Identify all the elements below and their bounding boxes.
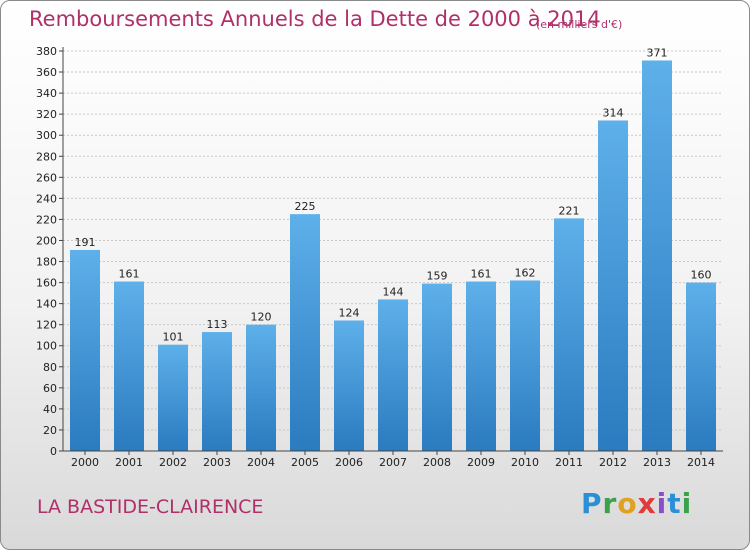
- x-tick-label: 2011: [555, 456, 583, 469]
- bar-value-label: 162: [515, 266, 536, 279]
- x-tick-label: 2000: [71, 456, 99, 469]
- bar-value-label: 221: [559, 204, 580, 217]
- axes: [62, 47, 723, 452]
- y-tick-label: 260: [36, 171, 57, 184]
- bar-value-label: 120: [251, 311, 272, 324]
- bar: [290, 214, 320, 451]
- bar-value-label: 314: [603, 106, 624, 119]
- bar-value-label: 371: [647, 46, 668, 59]
- y-tick-label: 300: [36, 129, 57, 142]
- x-tick-label: 2005: [291, 456, 319, 469]
- bar: [378, 299, 408, 451]
- bar-value-label: 161: [119, 268, 140, 281]
- proxiti-logo: Proxiti: [581, 487, 693, 520]
- bar-value-label: 160: [691, 269, 712, 282]
- bar-value-label: 113: [207, 318, 228, 331]
- bar-value-label: 225: [295, 200, 316, 213]
- bar: [422, 283, 452, 451]
- bar: [598, 120, 628, 451]
- bar: [114, 281, 144, 451]
- bar: [686, 282, 716, 451]
- y-tick-label: 200: [36, 234, 57, 247]
- bar-value-label: 101: [163, 331, 184, 344]
- y-tick-label: 0: [50, 445, 57, 458]
- bar: [642, 60, 672, 451]
- y-tick-label: 360: [36, 66, 57, 79]
- bar: [202, 332, 232, 451]
- x-axis-ticks: 2000 2001 2002 2003 2004 2005 2006 2007 2008 2009…: [71, 451, 715, 469]
- bar: [334, 320, 364, 451]
- y-tick-label: 80: [43, 361, 57, 374]
- x-tick-label: 2002: [159, 456, 187, 469]
- x-tick-label: 2004: [247, 456, 275, 469]
- x-tick-label: 2010: [511, 456, 539, 469]
- bar-value-label: 159: [427, 270, 448, 283]
- y-tick-label: 180: [36, 256, 57, 269]
- x-tick-label: 2013: [643, 456, 671, 469]
- y-tick-label: 340: [36, 87, 57, 100]
- y-tick-label: 120: [36, 319, 57, 332]
- bar-value-label: 144: [383, 285, 404, 298]
- x-tick-label: 2006: [335, 456, 363, 469]
- x-tick-label: 2007: [379, 456, 407, 469]
- bar: [158, 344, 188, 451]
- y-tick-label: 160: [36, 277, 57, 290]
- y-tick-label: 60: [43, 382, 57, 395]
- y-tick-label: 20: [43, 424, 57, 437]
- bar: [554, 218, 584, 451]
- bar: [70, 249, 100, 451]
- bar-value-label: 191: [75, 236, 96, 249]
- y-tick-label: 100: [36, 340, 57, 353]
- value-labels: 191 161 101 113 120 225 124 144 159 161 162 221 314 3…: [75, 46, 712, 343]
- chart-title: Remboursements Annuels de la Dette de 20…: [29, 7, 601, 31]
- y-tick-label: 320: [36, 108, 57, 121]
- bar: [466, 281, 496, 451]
- x-tick-label: 2009: [467, 456, 495, 469]
- y-tick-label: 240: [36, 192, 57, 205]
- x-tick-label: 2014: [687, 456, 715, 469]
- chart-subtitle: (en milliers d'€): [536, 18, 623, 31]
- y-tick-label: 220: [36, 213, 57, 226]
- bar: [510, 280, 540, 451]
- x-tick-label: 2003: [203, 456, 231, 469]
- y-tick-label: 380: [36, 45, 57, 58]
- bar-value-label: 124: [339, 306, 360, 319]
- bar-value-label: 161: [471, 268, 492, 281]
- x-tick-label: 2008: [423, 456, 451, 469]
- y-tick-label: 140: [36, 298, 57, 311]
- y-tick-label: 40: [43, 403, 57, 416]
- x-tick-label: 2012: [599, 456, 627, 469]
- place-name: LA BASTIDE-CLAIRENCE: [37, 496, 264, 518]
- bar: [246, 324, 276, 451]
- x-tick-label: 2001: [115, 456, 143, 469]
- y-axis-ticks: 0 20 40 60 80 100 120 140 160 180 200 220 240 260 280 3…: [36, 45, 63, 458]
- bars: [70, 60, 716, 451]
- y-tick-label: 280: [36, 150, 57, 163]
